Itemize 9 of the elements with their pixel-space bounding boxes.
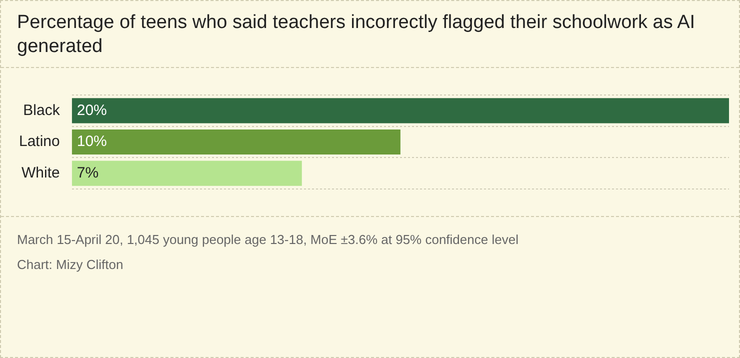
text: March 15-April 20, 1,045 young people age 13-18, MoE ±3.6% at 95% confidence level bbox=[17, 231, 520, 249]
y-tick-label: Latino bbox=[18, 133, 60, 150]
chart-title: Percentage of teens who said teachers incorrectly flagged their schoolwork as AI generated bbox=[1, 1, 739, 68]
data-label: 10% bbox=[76, 133, 107, 150]
y-tick-label: Black bbox=[23, 102, 60, 119]
y-tick-label: White bbox=[22, 164, 60, 182]
data-label: 20% bbox=[76, 102, 107, 119]
data-label: 7% bbox=[76, 164, 99, 182]
text: Chart: Mizy Clifton bbox=[17, 256, 124, 274]
